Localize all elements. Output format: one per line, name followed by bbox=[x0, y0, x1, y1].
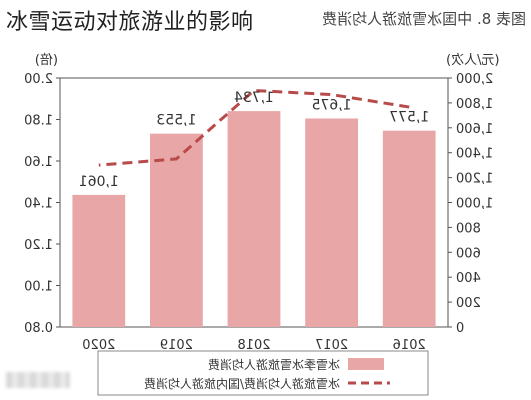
axes-group: 0.80 1.00 1.20 1.40 1.60 1.80 2.00 (倍) 0 200 400 60… bbox=[24, 52, 499, 353]
right-tick-label: 1,400 bbox=[456, 147, 493, 162]
right-tick-label: 1,800 bbox=[456, 97, 493, 112]
ratio-line bbox=[98, 88, 410, 167]
x-tick-label: 2016 bbox=[393, 338, 426, 353]
right-tick-label: 2,000 bbox=[456, 72, 493, 87]
ratio-line-group bbox=[98, 88, 410, 167]
right-axis-label: (元/人次) bbox=[446, 52, 500, 68]
left-tick-label: 1.20 bbox=[24, 238, 53, 253]
blurred-watermark bbox=[6, 372, 70, 388]
right-tick-label: 400 bbox=[456, 271, 481, 286]
bar-data-label: 1,675 bbox=[312, 97, 352, 113]
right-tick-label: 200 bbox=[456, 296, 481, 311]
overlay-title: 冰雪运动对旅游业的影响 bbox=[4, 4, 256, 36]
right-tick-label: 0 bbox=[456, 321, 464, 336]
bar-data-label: 1,553 bbox=[156, 113, 196, 129]
left-tick-label: 1.60 bbox=[24, 155, 53, 170]
bar-2018 bbox=[227, 111, 281, 327]
right-tick-label: 1,000 bbox=[456, 197, 493, 212]
right-tick-label: 1,200 bbox=[456, 172, 493, 187]
x-tick-label: 2018 bbox=[237, 338, 270, 353]
bar-2020 bbox=[72, 194, 126, 327]
right-tick-label: 1,600 bbox=[456, 122, 493, 137]
left-tick-label: 2.00 bbox=[24, 72, 53, 87]
bar-2017 bbox=[305, 118, 358, 328]
right-tick-label: 600 bbox=[456, 246, 481, 261]
bars-group bbox=[72, 111, 436, 328]
left-axis-label: (倍) bbox=[35, 53, 58, 68]
bar-data-label: 1,577 bbox=[389, 110, 429, 126]
left-tick-label: 1.00 bbox=[24, 280, 53, 295]
left-tick-label: 1.80 bbox=[24, 114, 53, 129]
chart-caption: 图表 8. 中国冰雪旅游人均消费 bbox=[322, 10, 526, 28]
bar-data-label: 1,061 bbox=[79, 174, 119, 190]
x-tick-label: 2017 bbox=[315, 338, 348, 353]
x-tick-label: 2019 bbox=[160, 338, 193, 353]
chart-caption-group: 图表 8. 中国冰雪旅游人均消费 bbox=[322, 10, 526, 28]
legend-label-line: 冰雪旅游人均消费/国内旅游人均消费 bbox=[144, 377, 340, 391]
bar-2019 bbox=[150, 133, 203, 327]
x-tick-label: 2020 bbox=[82, 338, 115, 353]
bar-2016 bbox=[382, 130, 436, 327]
legend-label-bars: 冰雪季冰雪旅游人均消费 bbox=[208, 358, 340, 372]
legend-swatch-bars bbox=[348, 358, 384, 370]
right-tick-label: 800 bbox=[456, 221, 481, 236]
bar-labels-group: 1,577 1,675 1,734 1,553 1,061 bbox=[79, 90, 429, 190]
bar-data-label: 1,734 bbox=[234, 90, 274, 106]
left-tick-label: 1.40 bbox=[24, 197, 53, 212]
left-tick-label: 0.80 bbox=[24, 321, 53, 336]
